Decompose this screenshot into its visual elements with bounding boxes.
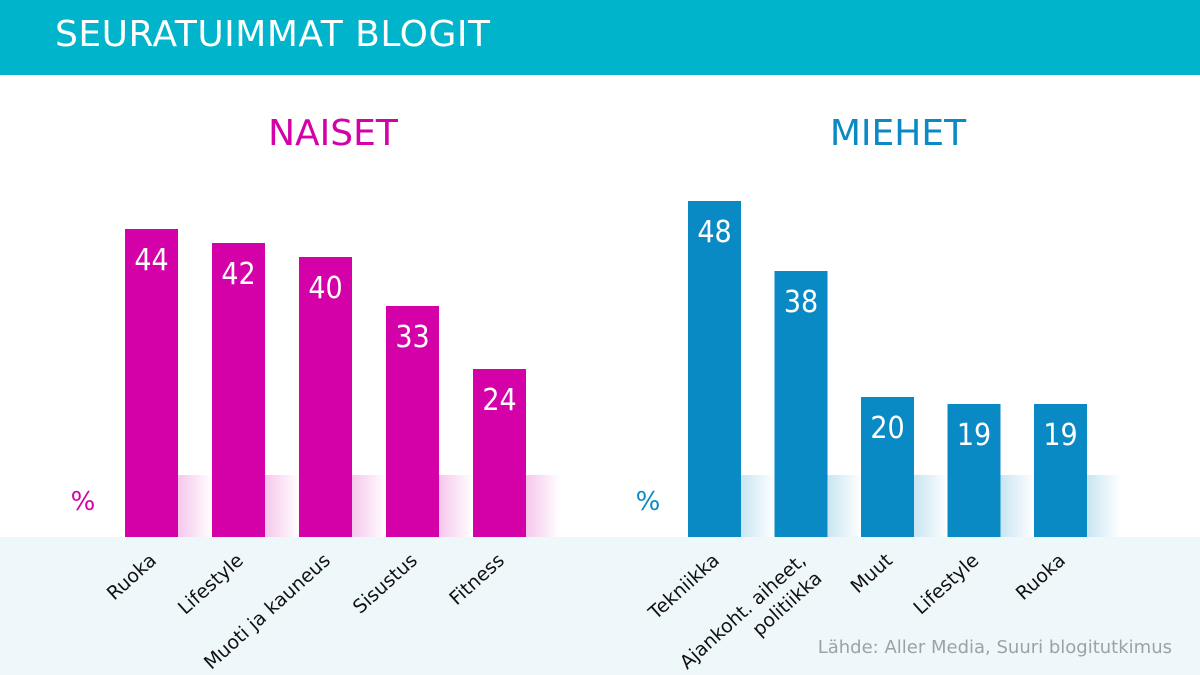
- bar-shadow: [439, 475, 473, 537]
- data-label: 24: [482, 383, 516, 418]
- unit-label-1: %: [636, 487, 661, 517]
- chart-title-0: NAISET: [268, 113, 399, 154]
- data-label: 19: [1043, 418, 1077, 453]
- bar-1-1: [774, 271, 828, 537]
- source-note: Lähde: Aller Media, Suuri blogitutkimus: [817, 637, 1172, 658]
- data-label: 33: [395, 320, 429, 355]
- page-title: SEURATUIMMAT BLOGIT: [55, 14, 491, 55]
- data-label: 40: [308, 271, 342, 306]
- data-label: 20: [870, 411, 904, 446]
- bar-shadow: [1087, 475, 1121, 537]
- bar-0-1: [212, 243, 265, 537]
- bar-1-0: [688, 201, 741, 537]
- chart-title-1: MIEHET: [830, 113, 967, 154]
- bar-0-2: [299, 257, 352, 537]
- category-label: Fitness: [445, 549, 509, 609]
- data-label: 38: [784, 285, 818, 320]
- data-label: 19: [957, 418, 991, 453]
- category-label: Lifestyle: [909, 549, 983, 619]
- data-label: 48: [697, 215, 731, 250]
- unit-label-0: %: [71, 487, 96, 517]
- bar-shadow: [526, 475, 560, 537]
- bar-1-2: [861, 397, 914, 537]
- bar-shadow: [352, 475, 386, 537]
- data-label: 44: [134, 243, 168, 278]
- category-label: Muut: [847, 549, 897, 597]
- bar-1-4: [1034, 404, 1087, 537]
- data-label: 42: [221, 257, 255, 292]
- category-label: Tekniikka: [644, 549, 724, 624]
- header-bar: SEURATUIMMAT BLOGIT: [0, 0, 1200, 75]
- bar-shadow: [827, 475, 862, 537]
- category-label: Lifestyle: [174, 549, 248, 619]
- bar-0-0: [125, 229, 178, 537]
- chart-floor: [0, 537, 1200, 675]
- bar-shadow: [914, 475, 948, 537]
- bar-1-3: [947, 404, 1001, 537]
- category-label: Sisustus: [349, 549, 422, 618]
- bar-shadow: [265, 475, 299, 537]
- category-label: Ruoka: [1012, 549, 1070, 604]
- bar-shadow: [741, 475, 775, 537]
- bar-shadow: [1000, 475, 1035, 537]
- bar-0-4: [473, 369, 526, 537]
- bar-shadow: [178, 475, 212, 537]
- bar-0-3: [386, 306, 439, 537]
- category-label: Ruoka: [103, 549, 161, 604]
